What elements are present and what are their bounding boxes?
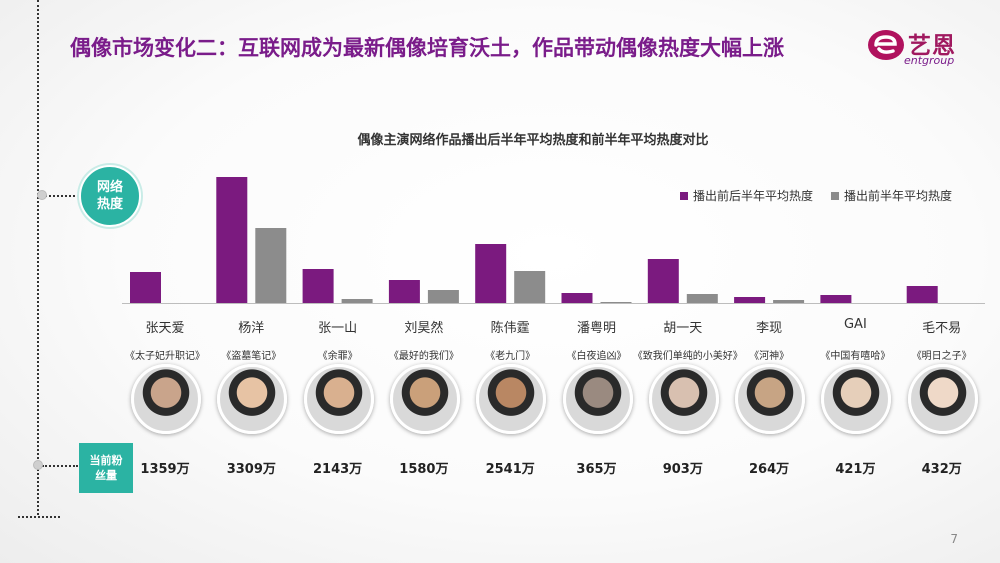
logo-text-cn: 艺恩 (908, 33, 956, 59)
work-title: 《中国有嘻哈》 (820, 351, 891, 362)
fans-value: 2143万 (313, 462, 363, 477)
legend-swatch-before (831, 191, 840, 200)
decor-line-heat (42, 195, 82, 197)
page-title: 偶像市场变化二：互联网成为最新偶像培育沃土，作品带动偶像热度大幅上涨 (70, 36, 784, 60)
avatar (907, 364, 978, 434)
category-label: 胡一天 (663, 321, 703, 336)
category-label: 毛不易 (922, 321, 962, 336)
category-label: 李现 (756, 321, 783, 336)
fans-label: 当前粉丝量 (79, 443, 133, 493)
work-title: 《致我们单纯的小美好》 (632, 351, 743, 362)
fans-value: 421万 (835, 462, 876, 477)
legend-swatch-after (680, 191, 688, 200)
work-title: 《老九门》 (485, 351, 536, 362)
legend-label-after: 播出前后半年平均热度 (693, 189, 814, 203)
avatar (217, 364, 288, 434)
fans-value: 903万 (662, 462, 703, 477)
fans-label-text: 当前粉丝量 (89, 454, 123, 482)
legend-item-after: 播出前后半年平均热度 (680, 187, 813, 204)
avatar (735, 364, 806, 434)
fans-value: 1359万 (140, 462, 190, 477)
bar-before-8 (773, 300, 805, 303)
bar-before-6 (600, 302, 632, 303)
work-title: 《白夜追凶》 (566, 351, 627, 362)
work-title: 《余罪》 (317, 351, 358, 362)
bar-after-4 (388, 280, 420, 303)
avatar (821, 364, 892, 434)
fans-value: 432万 (921, 462, 962, 477)
avatar (562, 364, 633, 434)
entgroup-logo: 艺恩 entgroup (866, 24, 976, 74)
avatar (476, 364, 547, 434)
heat-label: 网络热度 (79, 165, 141, 227)
decor-line-bottom (18, 516, 60, 518)
logo-text-en: entgroup (904, 54, 955, 67)
bar-after-1 (130, 272, 161, 303)
bar-after-3 (302, 269, 334, 303)
heat-label-text: 网络热度 (96, 180, 123, 212)
legend-item-before: 播出前半年平均热度 (831, 187, 952, 204)
avatar (303, 364, 374, 434)
bar-before-4 (427, 290, 459, 303)
bar-before-7 (686, 294, 718, 303)
fans-value: 365万 (576, 462, 617, 477)
decor-line-fans (42, 465, 78, 467)
category-label: GAI (843, 317, 867, 332)
decor-vertical-line (37, 0, 39, 515)
work-title: 《最好的我们》 (388, 351, 459, 362)
bar-after-7 (647, 259, 679, 303)
category-label: 杨洋 (238, 321, 265, 336)
bar-after-5 (475, 244, 507, 303)
bar-before-5 (514, 271, 546, 303)
logo-mark-icon (868, 30, 904, 60)
bar-after-9 (820, 295, 852, 303)
bar-after-2 (216, 177, 248, 303)
bar-after-6 (561, 293, 593, 303)
category-label: 张一山 (318, 321, 358, 336)
avatar (648, 364, 719, 434)
decor-dot-heat (37, 190, 47, 200)
work-title: 《盗墓笔记》 (221, 351, 282, 362)
fans-value: 2541万 (485, 462, 535, 477)
work-title: 《太子妃升职记》 (125, 351, 205, 362)
fans-value: 1580万 (399, 462, 449, 477)
bar-before-2 (255, 228, 287, 303)
legend-label-before: 播出前半年平均热度 (844, 189, 953, 203)
work-title: 《明日之子》 (911, 351, 972, 362)
work-title: 《河神》 (749, 351, 790, 362)
fans-value: 3309万 (226, 462, 276, 477)
category-label: 刘昊然 (404, 321, 444, 336)
bar-after-8 (734, 297, 766, 303)
bar-before-3 (341, 299, 373, 303)
avatar (389, 364, 460, 434)
fans-value: 264万 (749, 462, 790, 477)
category-label: 潘粤明 (576, 321, 616, 336)
page-number: 7 (950, 532, 958, 546)
avatar (131, 364, 201, 434)
decor-dot-fans (33, 460, 43, 470)
category-label: 陈伟霆 (490, 321, 530, 336)
category-label: 张天爱 (145, 321, 185, 336)
chart-legend: 播出前后半年平均热度 播出前半年平均热度 (680, 187, 952, 204)
chart-title: 偶像主演网络作品播出后半年平均热度和前半年平均热度对比 (357, 133, 709, 148)
bar-after-10 (906, 286, 938, 303)
